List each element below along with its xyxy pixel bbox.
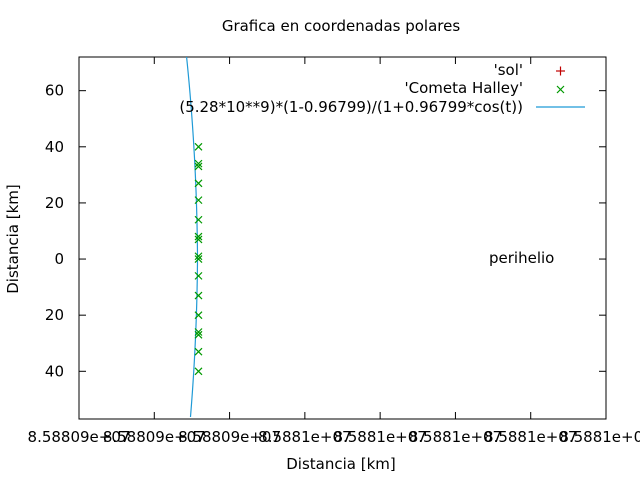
halley-point <box>194 328 203 336</box>
legend: 'sol' 'Cometa Halley' (5.28*10**9)*(1-0.… <box>179 61 585 116</box>
halley-point <box>194 330 203 339</box>
y-axis-ticks: 40 20 0 20 40 60 <box>45 82 606 380</box>
y-tick-label: 60 <box>45 82 64 100</box>
halley-point <box>194 291 203 300</box>
halley-point <box>194 179 203 188</box>
halley-point <box>194 367 203 376</box>
legend-label-orbit: (5.28*10**9)*(1-0.96799)/(1+0.96799*cos(… <box>179 98 523 116</box>
perihelio-annotation: perihelio <box>489 249 554 267</box>
x-tick-label: 8.58809e+07 <box>103 428 206 446</box>
legend-marker-sol <box>556 66 565 76</box>
legend-label-sol: 'sol' <box>494 61 523 79</box>
y-tick-label: 20 <box>45 194 64 212</box>
legend-label-halley: 'Cometa Halley' <box>405 79 524 97</box>
halley-point <box>194 252 203 261</box>
halley-point <box>194 215 203 224</box>
halley-point <box>194 235 203 244</box>
halley-point <box>194 162 203 171</box>
y-axis-label: Distancia [km] <box>4 184 22 294</box>
halley-points <box>194 142 203 376</box>
y-tick-label: 40 <box>45 362 64 380</box>
halley-point <box>194 232 203 241</box>
x-tick-label: 8.5881e+07 <box>559 428 640 446</box>
y-tick-label: 20 <box>45 306 64 324</box>
halley-point <box>194 142 203 151</box>
chart-title: Grafica en coordenadas polares <box>222 17 461 35</box>
x-tick-label: 8.5881e+07 <box>258 428 351 446</box>
x-axis-label: Distancia [km] <box>286 455 396 473</box>
x-axis-ticks: 8.58809e+078.58809e+078.58809e+078.5881e… <box>28 57 640 446</box>
x-tick-label: 8.58809e+07 <box>178 428 281 446</box>
x-tick-label: 8.58809e+07 <box>28 428 131 446</box>
x-tick-label: 8.5881e+07 <box>333 428 426 446</box>
halley-point <box>194 159 203 168</box>
y-tick-label: 40 <box>45 138 64 156</box>
y-tick-label: 0 <box>54 250 64 268</box>
legend-marker-halley <box>556 85 565 94</box>
halley-point <box>194 196 203 205</box>
halley-point <box>194 271 203 280</box>
halley-point <box>194 347 203 356</box>
plot-frame <box>78 56 607 420</box>
halley-point <box>194 255 203 263</box>
x-tick-label: 8.5881e+07 <box>409 428 502 446</box>
x-tick-label: 8.5881e+07 <box>484 428 577 446</box>
halley-point <box>194 311 203 320</box>
